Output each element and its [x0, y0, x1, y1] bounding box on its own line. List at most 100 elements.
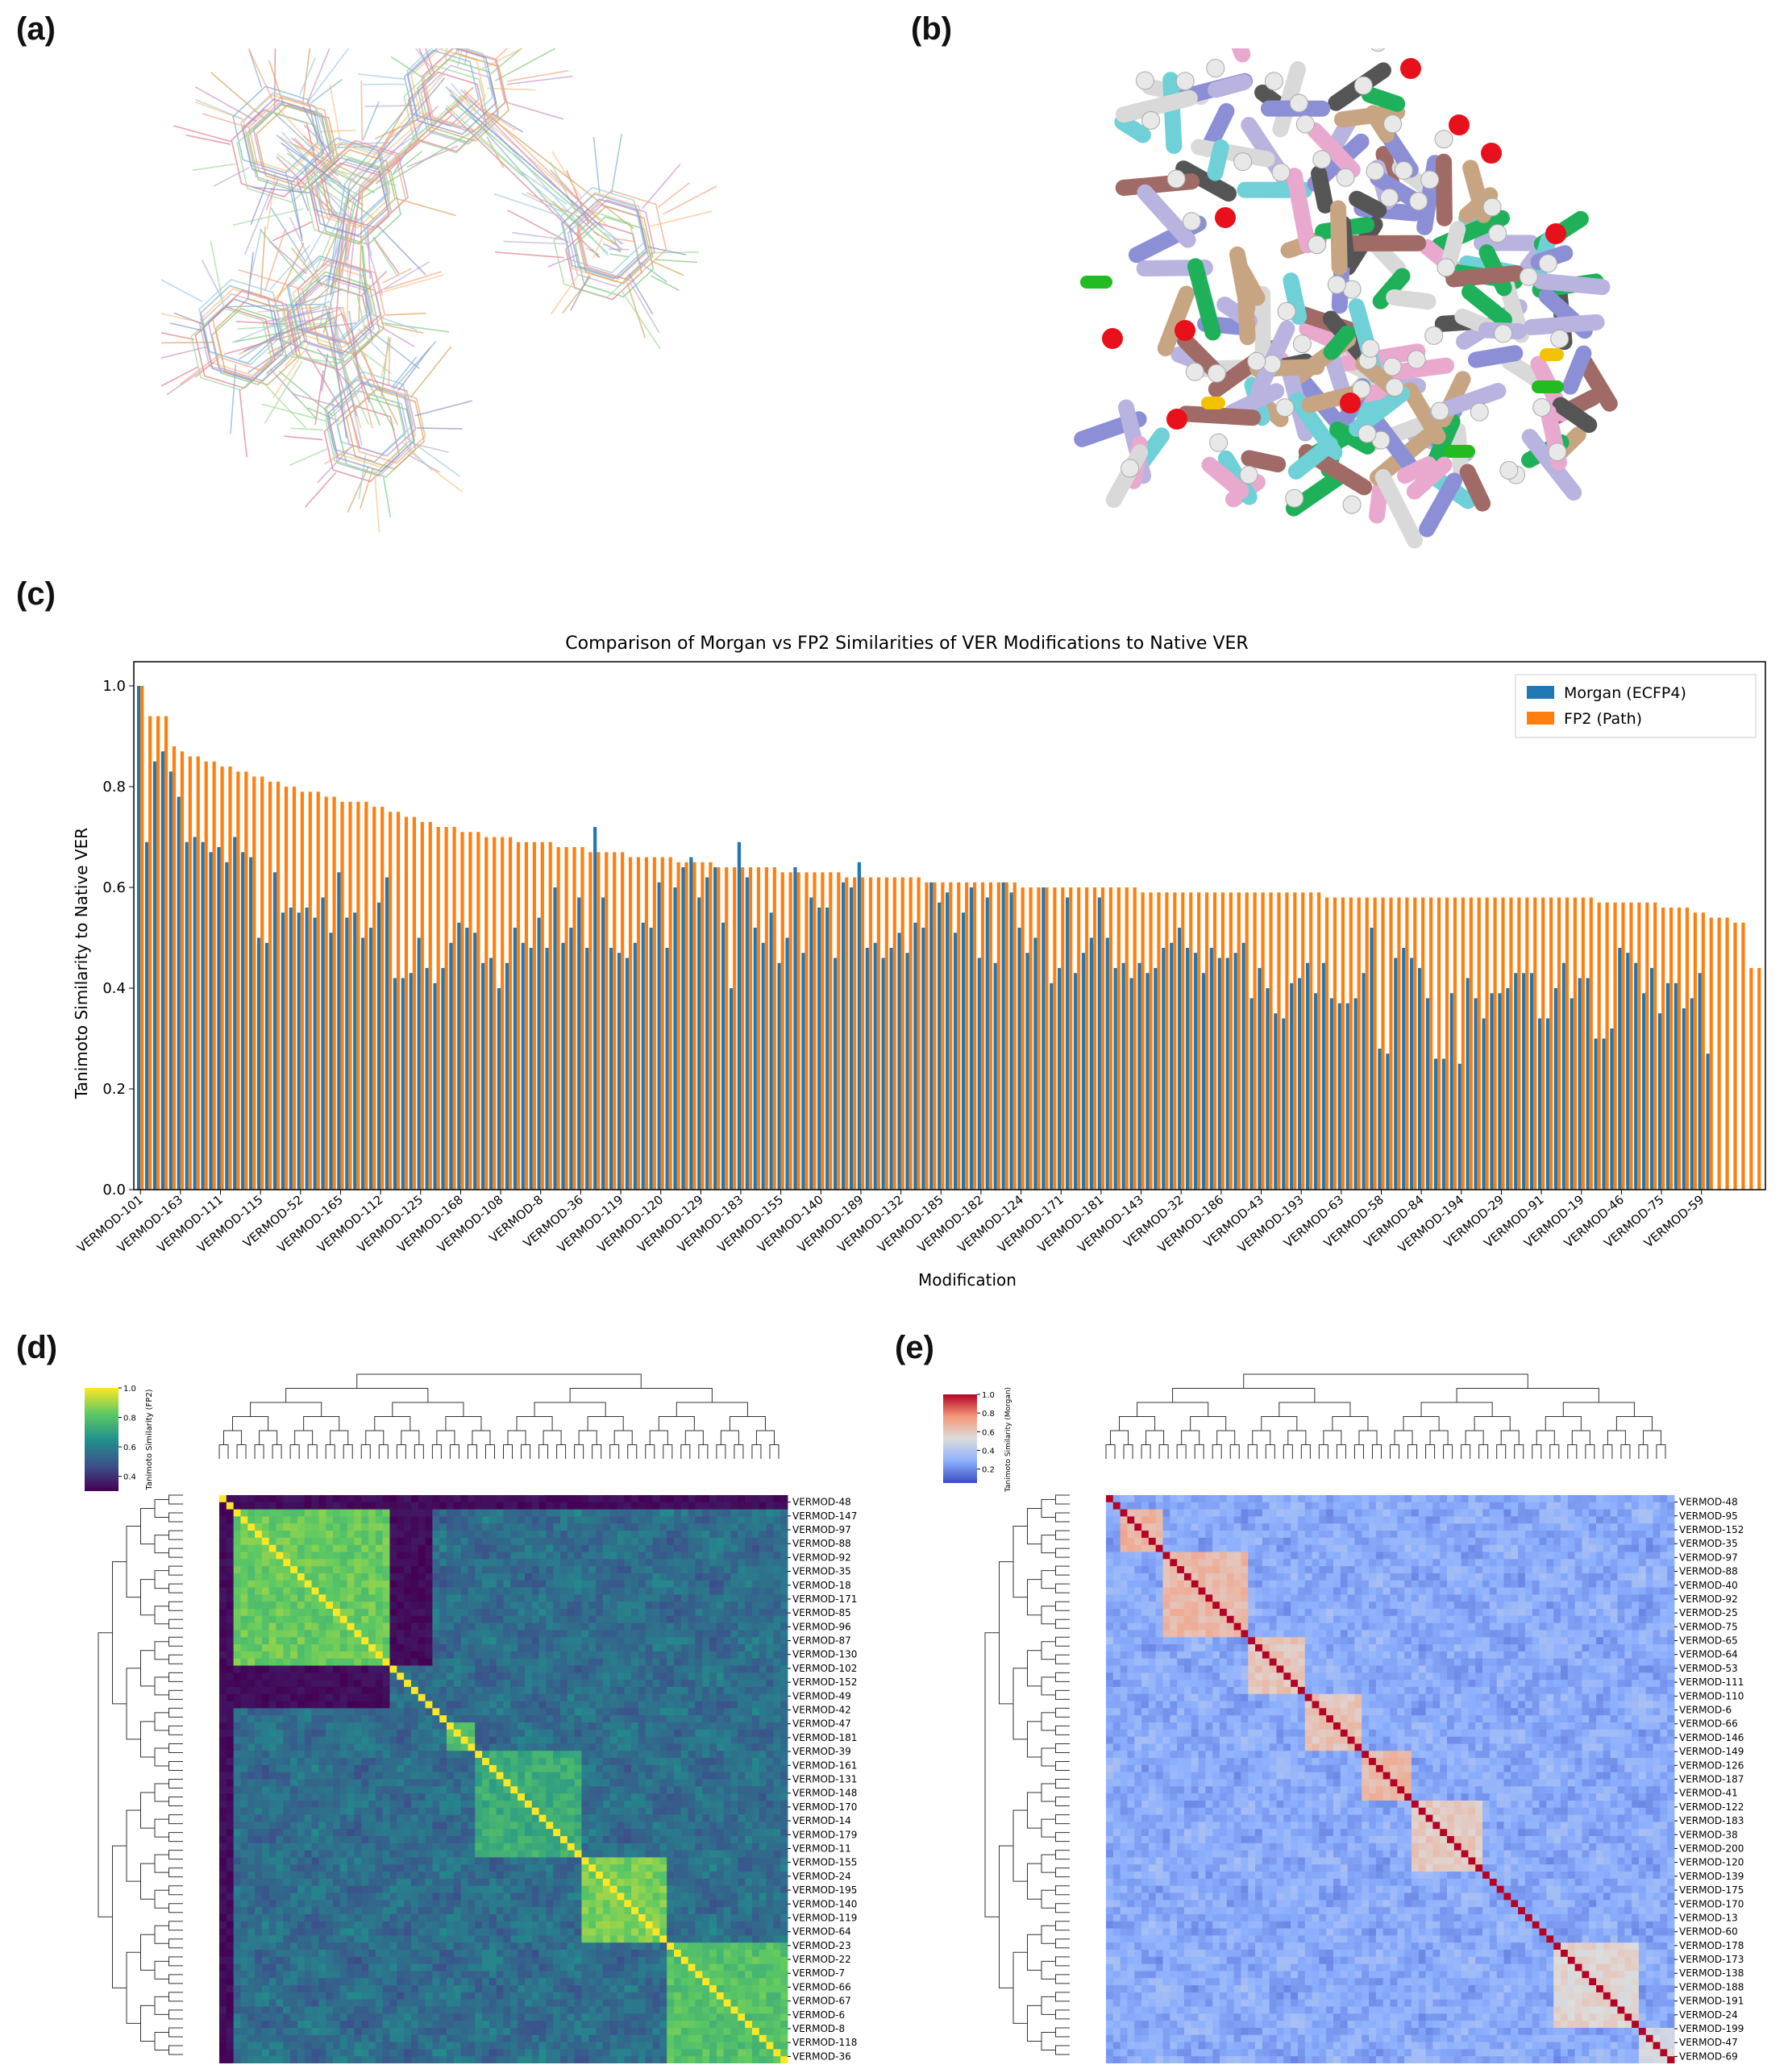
heatmap-cell	[347, 1495, 355, 1503]
heatmap-cell	[410, 1779, 419, 1787]
heatmap-cell	[560, 1495, 568, 1503]
heatmap-cell	[460, 1566, 468, 1574]
heatmap-cell	[617, 1729, 625, 1738]
heatmap-cell	[276, 1552, 284, 1560]
heatmap-cell	[553, 1772, 561, 1780]
heatmap-cell	[240, 1580, 248, 1588]
heatmap-cell	[730, 1637, 738, 1645]
hydrogen-atom	[1135, 71, 1154, 90]
heatmap-cell	[588, 1566, 597, 1574]
heatmap-cell	[439, 1793, 447, 1801]
heatmap-cell	[518, 1758, 526, 1766]
heatmap-cell	[759, 1715, 767, 1723]
heatmap-cell	[311, 1594, 319, 1602]
heatmap-cell	[723, 1509, 731, 1517]
heatmap-cell	[283, 1531, 291, 1539]
morgan-bar	[1097, 897, 1101, 1190]
wire-ring	[303, 152, 393, 244]
dendrogram-branch	[168, 1689, 183, 1700]
heatmap-cell	[645, 1665, 653, 1673]
heatmap-cell	[617, 1807, 625, 1815]
morgan-bar	[1594, 1038, 1598, 1190]
heatmap-cell	[489, 1722, 497, 1730]
heatmap-cell	[468, 1566, 476, 1574]
heatmap-cell	[468, 1580, 476, 1588]
heatmap-cell	[460, 1665, 468, 1673]
heatmap-cell	[652, 1751, 660, 1759]
heatmap-cell	[751, 1779, 760, 1787]
heatmap-cell	[503, 1715, 511, 1723]
heatmap-cell	[418, 1729, 426, 1738]
heatmap-cell	[638, 1693, 647, 1701]
heatmap-cell	[389, 1622, 397, 1631]
heatmap-cell	[518, 1729, 526, 1738]
heatmap-cell	[574, 1800, 582, 1809]
heatmap-cell	[773, 1637, 781, 1645]
heatmap-cell	[368, 1615, 376, 1624]
heatmap-cell	[588, 1686, 597, 1695]
heatmap-cell	[375, 1644, 384, 1652]
heatmap-cell	[290, 1701, 298, 1709]
y-ticks: 0.00.20.40.60.81.0	[102, 678, 134, 1199]
heatmap-cell	[368, 1651, 376, 1660]
heatmap-cell	[382, 1751, 390, 1759]
heatmap-cell	[311, 1502, 319, 1510]
heatmap-cell	[531, 1701, 539, 1709]
heatmap-cell	[617, 1630, 625, 1638]
heatmap-cell	[567, 1772, 576, 1780]
heatmap-cell	[759, 1651, 767, 1660]
heatmap-cell	[453, 1622, 462, 1631]
wire-bond	[316, 185, 339, 216]
heatmap-cell	[368, 1495, 376, 1503]
hydrogen-atom	[1275, 398, 1295, 418]
heatmap-cell	[261, 1516, 270, 1524]
heatmap-cell	[276, 1686, 284, 1695]
heatmap-cell	[439, 1736, 447, 1744]
heatmap-cell	[702, 1602, 710, 1610]
heatmap-cell	[553, 1502, 561, 1510]
heatmap-cell	[304, 1665, 312, 1673]
heatmap-cell	[468, 1544, 476, 1552]
heatmap-cell	[773, 1680, 781, 1688]
heatmap-cell	[240, 1800, 248, 1809]
heatmap-cell	[219, 1800, 227, 1809]
heatmap-cell	[447, 1651, 455, 1660]
heatmap-cell	[524, 1651, 533, 1660]
heatmap-cell	[333, 1637, 341, 1645]
heatmap-cell	[759, 1637, 767, 1645]
heatmap-cell	[609, 1622, 617, 1631]
heatmap-cell	[255, 1495, 263, 1503]
morgan-bar	[1457, 1063, 1461, 1190]
wire-ring	[326, 382, 415, 472]
wire-bond	[248, 50, 263, 88]
heatmap-cell	[702, 1552, 710, 1560]
heatmap-cell	[333, 1544, 341, 1552]
heatmap-cell	[347, 1779, 355, 1787]
morgan-bar	[665, 948, 669, 1190]
heatmap-cell	[503, 1516, 511, 1524]
heatmap-cell	[361, 1758, 369, 1766]
heatmap-cell	[695, 1537, 703, 1546]
heatmap-cell	[609, 1680, 617, 1688]
heatmap-cell	[766, 1587, 774, 1595]
heatmap-cell	[468, 1615, 476, 1624]
heatmap-cell	[659, 1736, 667, 1744]
heatmap-cell	[751, 1807, 760, 1815]
heatmap-cell	[538, 1658, 547, 1666]
morgan-bar	[217, 847, 221, 1190]
heatmap-cell	[503, 1523, 511, 1531]
heatmap-cell	[326, 1786, 334, 1794]
heatmap-cell	[624, 1758, 632, 1766]
heatmap-cell	[290, 1544, 298, 1552]
heatmap-cell	[723, 1779, 731, 1787]
heatmap-cell	[361, 1793, 369, 1801]
heatmap-cell	[560, 1587, 568, 1595]
wire-ring	[202, 298, 285, 382]
heatmap-cell	[738, 1743, 746, 1751]
heatmap-cell	[581, 1814, 589, 1822]
morgan-bar	[1586, 978, 1590, 1190]
hydrogen-atom	[1312, 150, 1332, 169]
heatmap-cell	[290, 1807, 298, 1815]
heatmap-cell	[404, 1751, 412, 1759]
heatmap-cell	[667, 1814, 675, 1822]
